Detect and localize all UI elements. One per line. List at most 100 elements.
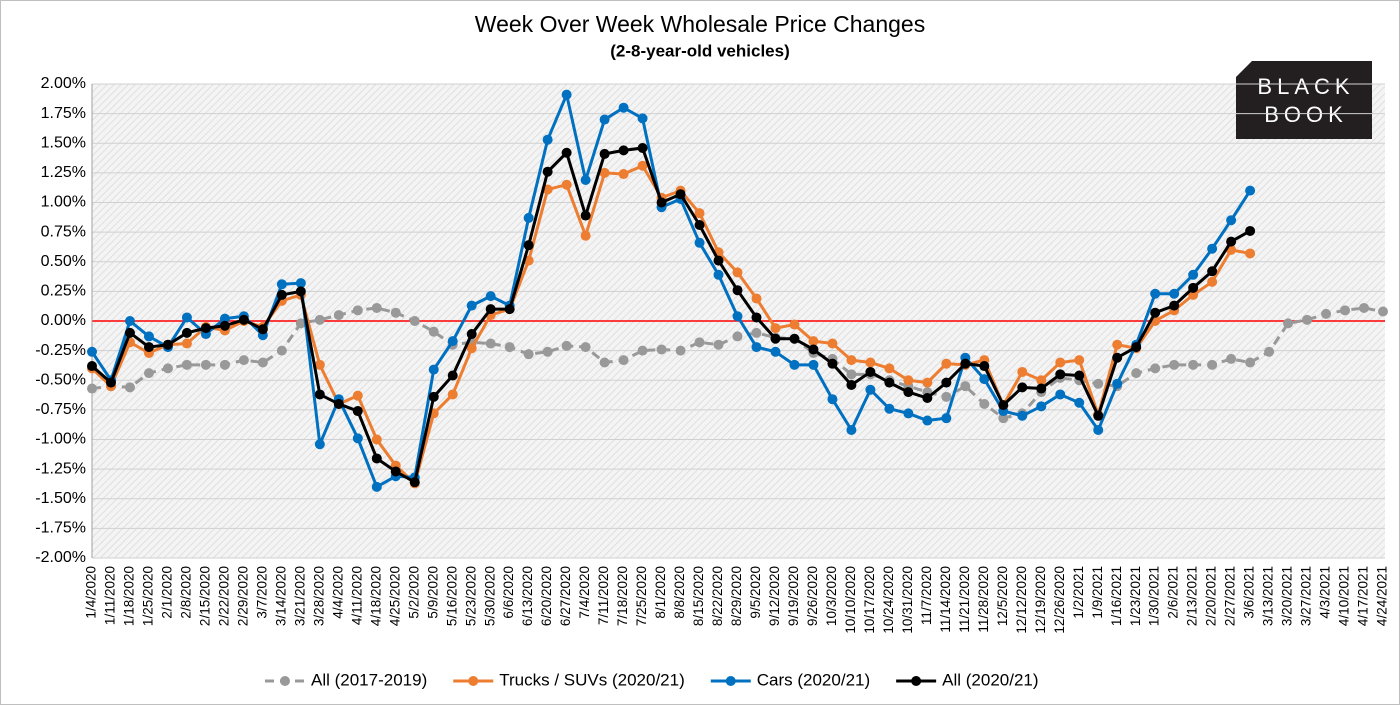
data-point [580,230,591,241]
data-point [1074,370,1085,381]
data-point [922,415,933,426]
data-point [295,318,306,329]
x-tick-label: 1/18/2020 [122,566,137,626]
x-tick-label: 11/21/2020 [957,566,972,633]
data-point [865,384,876,395]
data-point [219,359,230,370]
data-point [1093,378,1104,389]
data-point [523,349,534,360]
data-point [1188,269,1199,280]
data-point [466,329,477,340]
y-tick-label: -0.50% [35,371,86,388]
data-point [124,382,135,393]
data-point [1245,185,1256,196]
data-point [314,359,325,370]
data-point [732,311,743,322]
data-point [1359,302,1370,313]
x-tick-label: 12/26/2020 [1052,566,1067,634]
data-point [485,291,496,302]
data-point [713,269,724,280]
x-tick-label: 3/6/2021 [1242,566,1257,619]
x-tick-label: 9/19/2020 [786,566,801,626]
x-tick-label: 6/27/2020 [558,566,573,626]
data-point [922,377,933,388]
data-point [827,338,838,349]
legend-item: Cars (2020/21) [710,670,870,689]
x-tick-label: 4/25/2020 [387,566,402,626]
logo-text: BLACK [1257,74,1354,99]
data-point [656,344,667,355]
data-point [1188,359,1199,370]
data-point [1093,410,1104,421]
x-tick-label: 6/20/2020 [539,566,554,626]
data-point [922,393,933,404]
x-tick-label: 11/14/2020 [938,566,953,633]
x-tick-label: 8/29/2020 [729,566,744,626]
legend-label: Cars (2020/21) [757,670,870,689]
x-tick-label: 1/11/2020 [103,566,118,625]
data-point [181,327,192,338]
x-tick-label: 4/11/2020 [349,566,364,625]
data-point [580,342,591,353]
data-point [1150,307,1161,318]
data-point [162,339,173,350]
data-point [770,346,781,357]
x-tick-label: 3/21/2020 [292,566,307,626]
data-point [1207,266,1218,277]
data-point [1207,243,1218,254]
data-point [371,481,382,492]
y-tick-label: -1.25% [35,460,86,477]
data-point [466,343,477,354]
data-point [238,355,249,366]
data-point [181,312,192,323]
data-point [162,363,173,374]
data-point [371,434,382,445]
data-point [808,336,819,347]
data-point [238,314,249,325]
x-tick-label: 11/28/2020 [976,566,991,633]
data-point [276,345,287,356]
data-point [675,189,686,200]
x-tick-label: 1/25/2020 [141,566,156,626]
data-point [561,179,572,190]
data-point [846,379,857,390]
data-point [1340,305,1351,316]
x-tick-label: 1/30/2021 [1147,566,1162,626]
data-point [770,333,781,344]
chart-subtitle: (2-8-year-old vehicles) [610,41,790,60]
data-point [1112,378,1123,389]
data-point [333,310,344,321]
data-point [656,197,667,208]
data-point [1321,308,1332,319]
data-point [1245,225,1256,236]
x-tick-label: 7/25/2020 [634,566,649,626]
data-point [865,357,876,368]
data-point [143,368,154,379]
data-point [1226,353,1237,364]
data-point [143,342,154,353]
data-point [1169,359,1180,370]
data-point [352,305,363,316]
data-point [580,210,591,221]
x-tick-label: 3/14/2020 [273,566,288,626]
data-point [846,355,857,366]
x-tick-label: 4/10/2021 [1337,566,1352,626]
data-point [447,336,458,347]
data-point [1283,318,1294,329]
data-point [599,114,610,125]
data-point [314,439,325,450]
data-point [884,403,895,414]
data-point [219,320,230,331]
data-point [732,285,743,296]
data-point [960,358,971,369]
data-point [865,366,876,377]
data-point [1131,368,1142,379]
data-point [789,319,800,330]
data-point [789,333,800,344]
x-tick-label: 1/2/2021 [1071,566,1086,619]
data-point [694,208,705,219]
data-point [637,113,648,124]
data-point [504,304,515,315]
data-point [599,357,610,368]
x-tick-label: 3/13/2021 [1261,566,1276,626]
